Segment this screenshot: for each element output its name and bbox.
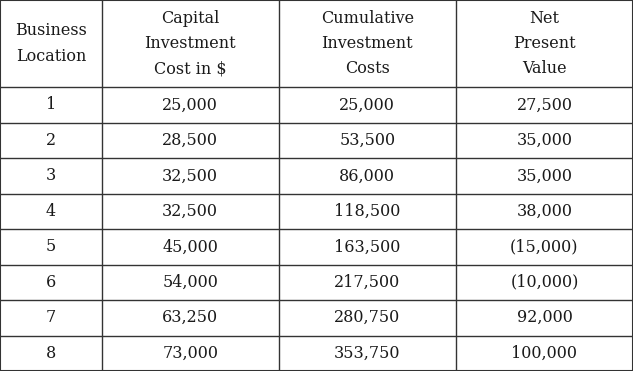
Text: 280,750: 280,750 (334, 309, 401, 326)
Text: 5: 5 (46, 238, 56, 255)
Text: Investment: Investment (144, 35, 236, 52)
Text: Cost in $: Cost in $ (154, 60, 227, 77)
Text: Investment: Investment (322, 35, 413, 52)
Text: 118,500: 118,500 (334, 203, 401, 220)
Text: 2: 2 (46, 132, 56, 149)
Text: 3: 3 (46, 167, 56, 184)
Text: 53,500: 53,500 (339, 132, 396, 149)
Text: 25,000: 25,000 (162, 96, 218, 114)
Text: 35,000: 35,000 (517, 132, 572, 149)
Text: 73,000: 73,000 (162, 345, 218, 362)
Text: 92,000: 92,000 (517, 309, 572, 326)
Text: (10,000): (10,000) (510, 274, 579, 291)
Text: 1: 1 (46, 96, 56, 114)
Text: Costs: Costs (345, 60, 390, 77)
Text: 353,750: 353,750 (334, 345, 401, 362)
Text: 217,500: 217,500 (334, 274, 401, 291)
Text: 27,500: 27,500 (517, 96, 572, 114)
Text: Cumulative: Cumulative (321, 10, 414, 27)
Text: 28,500: 28,500 (162, 132, 218, 149)
Text: 45,000: 45,000 (162, 238, 218, 255)
Text: Business: Business (15, 23, 87, 39)
Text: 35,000: 35,000 (517, 167, 572, 184)
Text: 54,000: 54,000 (162, 274, 218, 291)
Text: Location: Location (16, 48, 86, 65)
Text: 8: 8 (46, 345, 56, 362)
Text: 63,250: 63,250 (162, 309, 218, 326)
Text: 6: 6 (46, 274, 56, 291)
Text: Value: Value (522, 60, 567, 77)
Text: 4: 4 (46, 203, 56, 220)
Text: 32,500: 32,500 (162, 203, 218, 220)
Text: (15,000): (15,000) (510, 238, 579, 255)
Text: 86,000: 86,000 (339, 167, 396, 184)
Text: 163,500: 163,500 (334, 238, 401, 255)
Text: 7: 7 (46, 309, 56, 326)
Text: Capital: Capital (161, 10, 220, 27)
Text: 100,000: 100,000 (511, 345, 577, 362)
Text: 38,000: 38,000 (517, 203, 572, 220)
Text: Net: Net (529, 10, 560, 27)
Text: 25,000: 25,000 (339, 96, 395, 114)
Text: Present: Present (513, 35, 576, 52)
Text: 32,500: 32,500 (162, 167, 218, 184)
